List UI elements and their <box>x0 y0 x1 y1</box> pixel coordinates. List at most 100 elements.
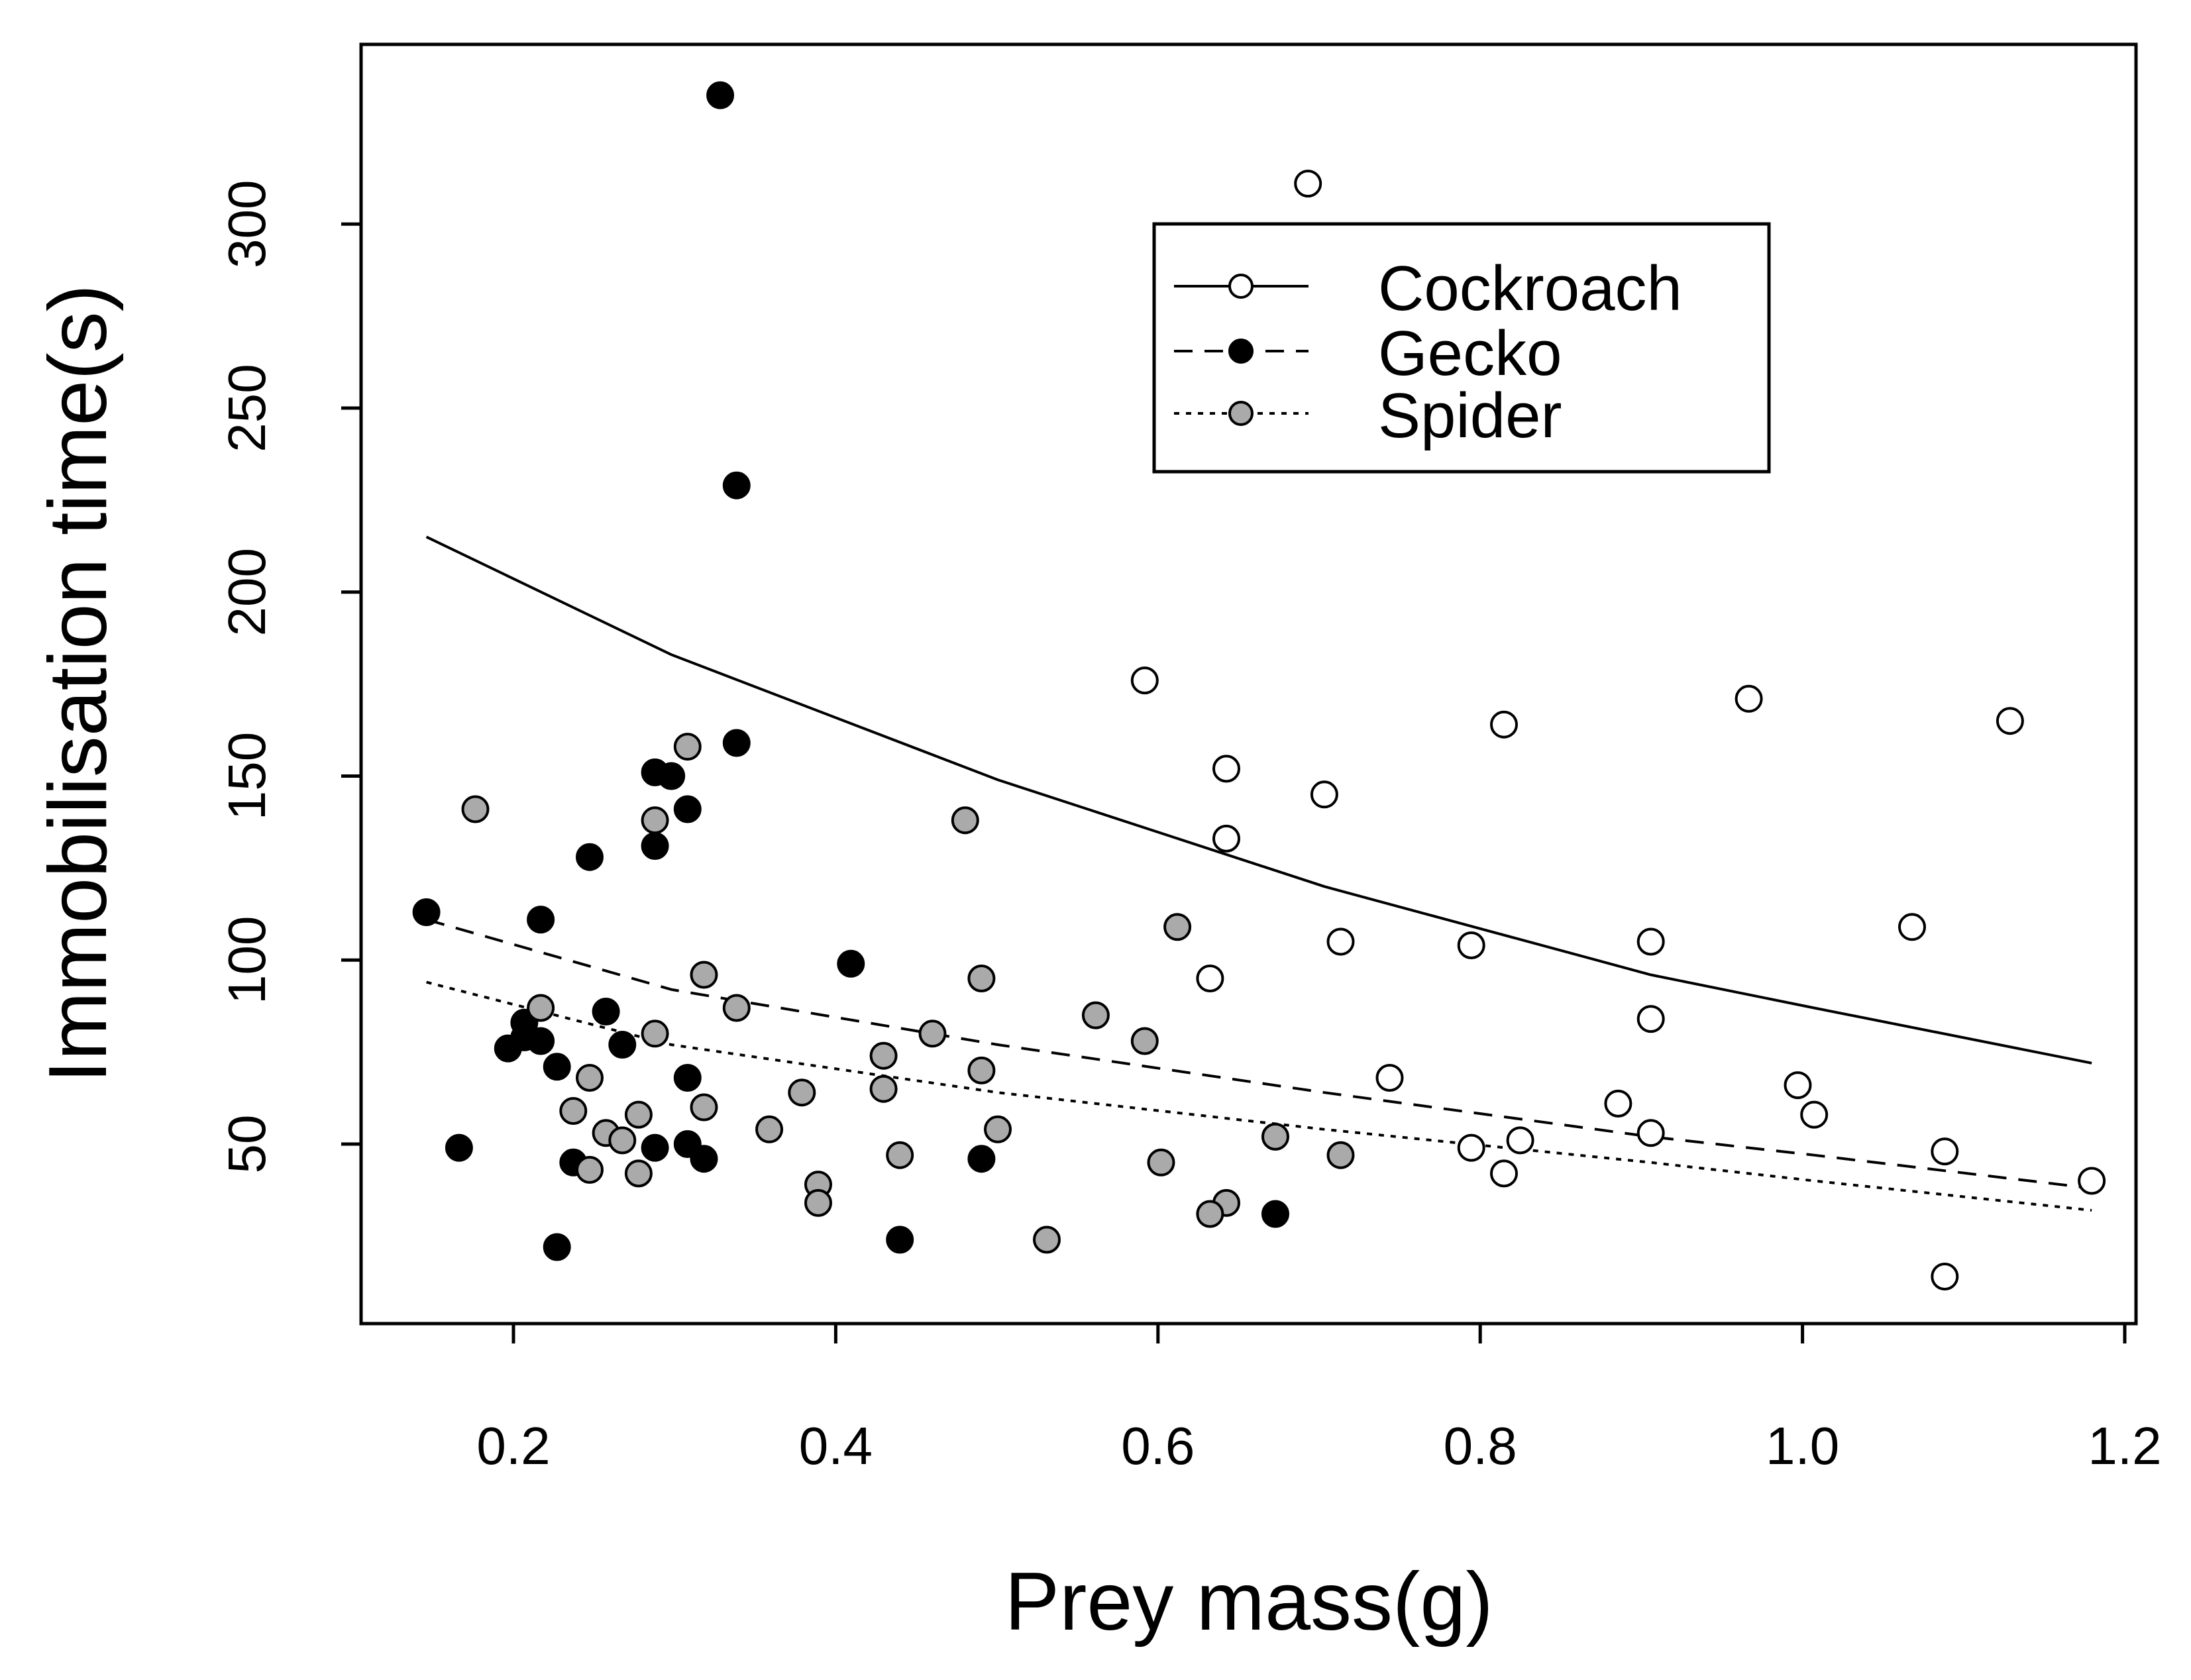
point-spider <box>1033 1226 1061 1254</box>
point-spider <box>755 1115 784 1143</box>
x-tick-label: 0.8 <box>1444 1416 1517 1475</box>
point-cockroach <box>1490 710 1518 739</box>
point-cockroach <box>2078 1167 2106 1195</box>
point-cockroach <box>1457 1133 1485 1162</box>
x-axis-ticks: 0.2 0.4 0.6 0.8 1.0 1.2 <box>476 1324 2162 1475</box>
point-cockroach <box>1212 824 1240 853</box>
point-gecko <box>576 843 604 871</box>
point-spider <box>608 1126 637 1155</box>
y-axis-label: Immobilisation time(s) <box>32 284 124 1083</box>
point-gecko <box>722 729 751 757</box>
point-spider <box>1081 1001 1110 1029</box>
x-tick-label: 0.4 <box>799 1416 873 1475</box>
point-cockroach <box>1800 1100 1829 1129</box>
point-cockroach <box>1375 1064 1404 1092</box>
y-tick-label: 250 <box>217 364 276 452</box>
point-gecko <box>592 998 620 1025</box>
point-spider <box>461 795 490 823</box>
x-tick-label: 1.2 <box>2088 1416 2161 1475</box>
point-gecko <box>706 81 735 109</box>
point-gecko <box>967 1145 996 1173</box>
legend-label-gecko: Gecko <box>1378 318 1562 389</box>
y-tick-label: 100 <box>217 916 276 1004</box>
point-spider <box>804 1188 832 1217</box>
point-cockroach <box>1130 666 1159 695</box>
point-spider <box>624 1159 653 1188</box>
legend-label-cockroach: Cockroach <box>1378 253 1682 324</box>
fit-lines <box>425 535 2092 1212</box>
point-gecko <box>527 906 555 934</box>
y-tick-label: 150 <box>217 732 276 820</box>
y-tick-label: 300 <box>217 180 276 268</box>
point-spider <box>984 1115 1012 1143</box>
point-gecko <box>412 898 441 926</box>
point-spider <box>967 1056 996 1084</box>
legend-marker-cockroach <box>1228 274 1254 299</box>
point-spider <box>1130 1027 1159 1055</box>
point-gecko <box>641 832 669 860</box>
point-spider <box>1147 1148 1175 1177</box>
point-spider <box>1196 1200 1224 1228</box>
fit-line-gecko <box>426 918 2092 1190</box>
point-spider <box>559 1097 588 1125</box>
point-spider <box>886 1141 914 1169</box>
point-gecko <box>886 1226 914 1254</box>
point-cockroach <box>1784 1071 1812 1100</box>
point-cockroach <box>1636 1119 1665 1147</box>
point-spider <box>967 965 996 992</box>
point-cockroach <box>1196 965 1224 992</box>
fit-line-spider <box>426 980 2092 1212</box>
point-cockroach <box>1604 1089 1632 1118</box>
point-gecko <box>543 1233 571 1261</box>
point-gecko <box>510 1023 539 1051</box>
legend-marker-spider <box>1228 401 1254 426</box>
point-cockroach <box>1735 684 1763 713</box>
point-spider <box>576 1155 604 1184</box>
x-tick-label: 0.2 <box>476 1416 550 1475</box>
point-spider <box>869 1075 898 1103</box>
point-spider <box>951 806 979 835</box>
point-gecko <box>837 949 865 978</box>
point-spider <box>624 1100 653 1129</box>
legend-box <box>1152 222 1771 474</box>
y-axis-ticks: 50 100 150 200 250 300 <box>217 180 361 1174</box>
point-cockroach <box>1636 927 1665 956</box>
y-tick-label: 50 <box>217 1115 276 1174</box>
point-spider <box>641 806 669 835</box>
point-cockroach <box>1996 707 2024 735</box>
x-tick-label: 0.6 <box>1121 1416 1195 1475</box>
point-gecko <box>673 795 702 823</box>
point-spider <box>1163 913 1192 941</box>
point-spider <box>869 1041 898 1070</box>
point-cockroach <box>1326 927 1355 956</box>
point-gecko <box>543 1053 571 1081</box>
x-tick-label: 1.0 <box>1766 1416 1839 1475</box>
point-cockroach <box>1931 1263 1959 1290</box>
point-cockroach <box>1931 1137 1959 1166</box>
y-tick-label: 200 <box>217 548 276 636</box>
data-points <box>412 81 2106 1290</box>
point-spider <box>690 961 718 989</box>
point-spider <box>918 1020 947 1048</box>
point-spider <box>690 1093 718 1122</box>
point-gecko <box>608 1031 637 1059</box>
legend-label-spider: Spider <box>1378 380 1562 451</box>
point-gecko <box>722 471 751 499</box>
point-spider <box>673 733 702 761</box>
legend: Cockroach Gecko Spider <box>1152 222 1771 474</box>
point-cockroach <box>1310 780 1338 809</box>
point-gecko <box>657 762 686 790</box>
point-spider <box>1261 1122 1289 1151</box>
point-cockroach <box>1457 931 1485 959</box>
point-spider <box>527 994 555 1022</box>
point-spider <box>641 1020 669 1048</box>
point-gecko <box>641 1133 669 1162</box>
point-gecko <box>673 1064 702 1092</box>
point-cockroach <box>1898 913 1926 941</box>
point-spider <box>576 1064 604 1092</box>
point-spider <box>788 1078 816 1107</box>
x-axis-label: Prey mass(g) <box>1004 1556 1493 1648</box>
point-cockroach <box>1490 1159 1518 1188</box>
point-cockroach <box>1506 1126 1534 1155</box>
